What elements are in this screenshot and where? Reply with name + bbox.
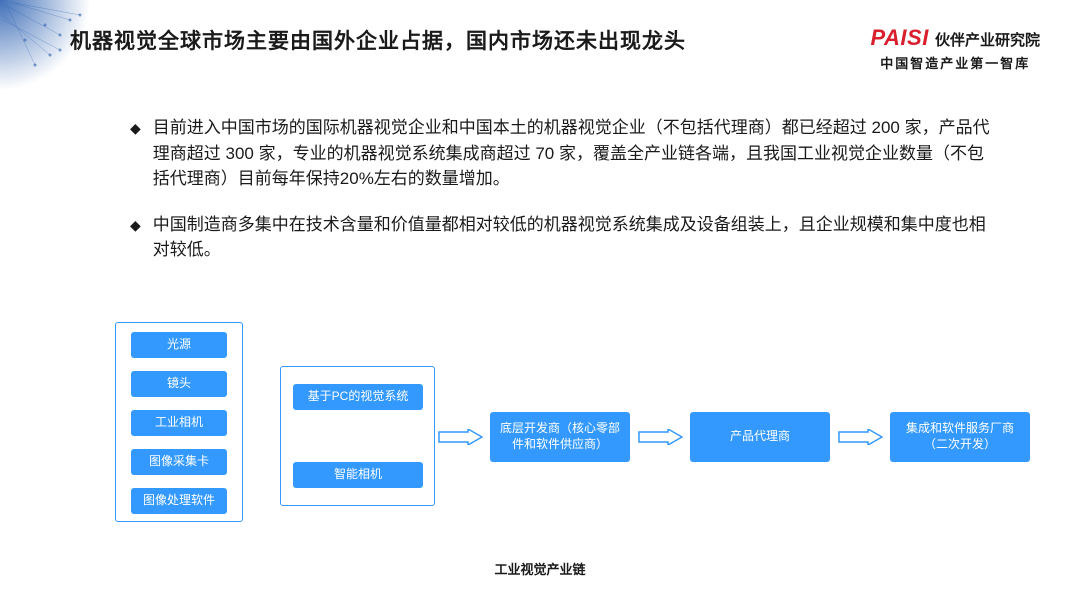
node-smart-camera: 智能相机 xyxy=(293,462,423,488)
bullet-item: ◆ 目前进入中国市场的国际机器视觉企业和中国本土的机器视觉企业（不包括代理商）都… xyxy=(130,115,1000,192)
node-light-source: 光源 xyxy=(131,332,227,358)
diamond-icon: ◆ xyxy=(130,215,141,263)
node-camera: 工业相机 xyxy=(131,410,227,436)
arrow-icon xyxy=(838,429,883,445)
node-integrator: 集成和软件服务厂商（二次开发） xyxy=(890,412,1030,462)
logo-area: PAISI 伙伴产业研究院 中国智造产业第一智库 xyxy=(870,25,1040,72)
logo-paisi: PAISI xyxy=(870,25,928,51)
bullet-text: 中国制造商多集中在技术含量和价值量都相对较低的机器视觉系统集成及设备组装上，且企… xyxy=(153,212,1000,263)
header: 机器视觉全球市场主要由国外企业占据，国内市场还未出现龙头 PAISI 伙伴产业研… xyxy=(70,25,1050,72)
node-developer: 底层开发商（核心零部件和软件供应商） xyxy=(490,412,630,462)
diagram-caption: 工业视觉产业链 xyxy=(0,559,1080,578)
diamond-icon: ◆ xyxy=(130,118,141,192)
industry-chain-diagram: 光源 镜头 工业相机 图像采集卡 图像处理软件 基于PC的视觉系统 智能相机 底… xyxy=(80,322,1040,532)
arrow-icon xyxy=(438,429,483,445)
logo-cn: 伙伴产业研究院 xyxy=(935,32,1040,49)
node-image-software: 图像处理软件 xyxy=(131,488,227,514)
node-capture-card: 图像采集卡 xyxy=(131,449,227,475)
page-title: 机器视觉全球市场主要由国外企业占据，国内市场还未出现龙头 xyxy=(70,25,686,55)
bullet-item: ◆ 中国制造商多集中在技术含量和价值量都相对较低的机器视觉系统集成及设备组装上，… xyxy=(130,212,1000,263)
node-lens: 镜头 xyxy=(131,371,227,397)
bullet-text: 目前进入中国市场的国际机器视觉企业和中国本土的机器视觉企业（不包括代理商）都已经… xyxy=(153,115,1000,192)
node-pc-system: 基于PC的视觉系统 xyxy=(293,384,423,410)
arrow-icon xyxy=(638,429,683,445)
logo-subtitle: 中国智造产业第一智库 xyxy=(870,53,1040,72)
bullet-list: ◆ 目前进入中国市场的国际机器视觉企业和中国本土的机器视觉企业（不包括代理商）都… xyxy=(130,115,1000,283)
node-agent: 产品代理商 xyxy=(690,412,830,462)
